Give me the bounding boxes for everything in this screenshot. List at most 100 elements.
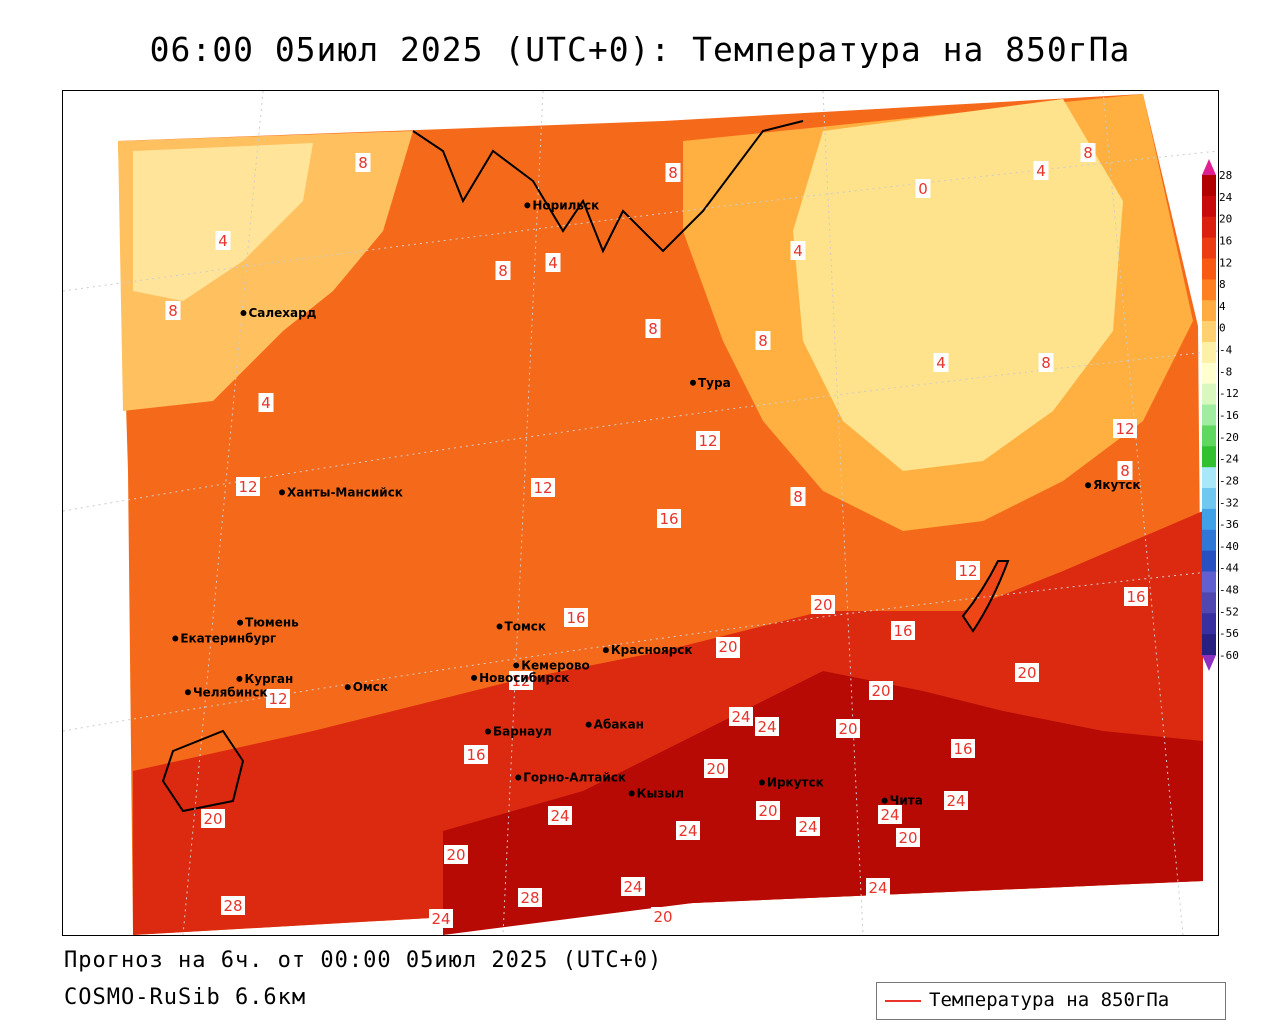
legend-label: Температура на 850гПа: [929, 989, 1170, 1011]
isotherm-value-label: 20: [716, 637, 740, 656]
colorbar-tick-label: -60: [1219, 649, 1239, 662]
isotherm-value-label: 12: [266, 689, 290, 708]
isotherm-value-label: 28: [221, 896, 245, 915]
city-label: Омск: [353, 680, 388, 694]
colorbar-segment: [1202, 216, 1216, 239]
svg-text:16: 16: [659, 510, 678, 528]
city-dot: [172, 635, 179, 642]
city-label: Челябинск: [193, 685, 268, 699]
city-label: Томск: [505, 620, 547, 634]
svg-text:0: 0: [918, 180, 928, 198]
isotherm-value-label: 8: [1117, 461, 1133, 480]
city-label: Кызыл: [637, 786, 684, 800]
legend-box: Температура на 850гПа: [876, 982, 1226, 1020]
colorbar-tick-label: 4: [1219, 300, 1226, 313]
isotherm-value-label: 20: [756, 801, 780, 820]
colorbar-segment: [1202, 279, 1216, 301]
map-frame: 8 0 4 8 4 8 8 8 4 8 4 4 8 8 12 4 12 12 8 12 16 8 16 20 12 16 20 16 1…: [62, 90, 1219, 936]
legend-line-swatch: [885, 1000, 921, 1002]
colorbar-segment: [1202, 550, 1216, 573]
isotherm-value-label: 4: [258, 393, 274, 412]
city-label: Якутск: [1093, 478, 1140, 492]
svg-text:20: 20: [653, 908, 672, 926]
temperature-colorbar: 28 24 20 16 12 8 4 0 -4 -8 -12 -16 -20 -24 -28 -32 -36 -4…: [1202, 159, 1239, 671]
svg-text:12: 12: [268, 690, 287, 708]
colorbar-segment: [1202, 300, 1216, 322]
city-label: Екатеринбург: [180, 632, 276, 646]
colorbar-segment: [1202, 488, 1216, 510]
colorbar-segment: [1202, 592, 1216, 614]
isotherm-value-label: 28: [518, 888, 542, 907]
city-label: Курган: [244, 672, 293, 686]
isotherm-value-label: 24: [755, 717, 779, 736]
graticule: [63, 91, 1218, 935]
colorbar-tick-label: 0: [1219, 322, 1226, 335]
isotherm-value-label: 12: [956, 561, 980, 580]
svg-text:20: 20: [446, 846, 465, 864]
isotherm-value-label: 20: [836, 719, 860, 738]
isotherm-value-label: 20: [869, 681, 893, 700]
city-dot: [524, 202, 531, 209]
lake-baikal: [961, 560, 1010, 633]
svg-text:24: 24: [798, 818, 817, 836]
zone-nw-coldest: [133, 143, 313, 301]
isotherm-value-label: 8: [755, 331, 771, 350]
svg-text:16: 16: [953, 740, 972, 758]
city-label: Ханты-Мансийск: [287, 485, 403, 499]
svg-text:8: 8: [168, 302, 178, 320]
city-label: Иркутск: [767, 775, 824, 789]
isotherm-value-label: 8: [1080, 143, 1096, 162]
zone-ne-coldest: [793, 99, 1123, 471]
svg-text:24: 24: [623, 878, 642, 896]
colorbar-segment: [1202, 237, 1216, 259]
colorbar-segment: [1202, 446, 1216, 468]
colorbar-segment: [1202, 425, 1216, 447]
city-dot: [236, 675, 243, 682]
svg-text:4: 4: [1036, 162, 1046, 180]
isotherm-value-label: 16: [1124, 587, 1148, 606]
isotherm-value-label: 8: [665, 163, 681, 182]
city-markers: Норильск Якутск Салехард Тура Ханты-Мансийск…: [172, 198, 1141, 808]
colorbar-segment: [1202, 613, 1216, 635]
temperature-map: 8 0 4 8 4 8 8 8 4 8 4 4 8 8 12 4 12 12 8 12 16 8 16 20 12 16 20 16 1…: [63, 91, 1218, 935]
svg-text:8: 8: [1083, 144, 1093, 162]
svg-text:20: 20: [758, 802, 777, 820]
isotherm-value-label: 12: [531, 478, 555, 497]
city-label: Норильск: [532, 198, 599, 212]
isotherm-value-label: 16: [564, 608, 588, 627]
svg-text:20: 20: [898, 829, 917, 847]
zone-south-hottest: [443, 671, 1203, 935]
colorbar-tick-label: 20: [1219, 213, 1232, 226]
isotherm-value-label: 24: [676, 821, 700, 840]
isotherm-value-label: 8: [1038, 353, 1054, 372]
isotherm-value-label: 16: [951, 739, 975, 758]
city-label: Салехард: [248, 306, 316, 320]
svg-text:20: 20: [203, 810, 222, 828]
svg-text:8: 8: [648, 320, 658, 338]
colorbar-tick-label: -36: [1219, 518, 1239, 531]
city-dot: [513, 662, 520, 669]
svg-text:28: 28: [520, 889, 539, 907]
colorbar-tick-label: 12: [1219, 256, 1232, 269]
isotherm-value-label: 8: [495, 261, 511, 280]
colorbar-tick-label: -40: [1219, 540, 1239, 553]
svg-text:12: 12: [511, 672, 530, 690]
svg-text:8: 8: [758, 332, 768, 350]
city-dot: [628, 790, 635, 797]
isotherm-labels: 8 0 4 8 4 8 8 8 4 8 4 4 8 8 12 4 12 12 8 12 16 8 16 20 12 16 20 16 1…: [165, 143, 1148, 928]
isotherm-value-label: 4: [933, 353, 949, 372]
svg-text:20: 20: [838, 720, 857, 738]
colorbar-segment: [1202, 258, 1216, 280]
svg-text:4: 4: [548, 254, 558, 272]
city-label: Чита: [890, 794, 923, 808]
isotherm-value-label: 24: [796, 817, 820, 836]
isotherm-value-label: 16: [464, 745, 488, 764]
isotherm-value-label: 20: [651, 907, 675, 926]
isotherm-value-label: 4: [1033, 161, 1049, 180]
colorbar-segment: [1202, 383, 1216, 406]
svg-text:12: 12: [533, 479, 552, 497]
city-dot: [758, 779, 765, 786]
svg-text:8: 8: [1120, 462, 1130, 480]
svg-text:20: 20: [706, 760, 725, 778]
colorbar-tick-label: -52: [1219, 605, 1239, 618]
